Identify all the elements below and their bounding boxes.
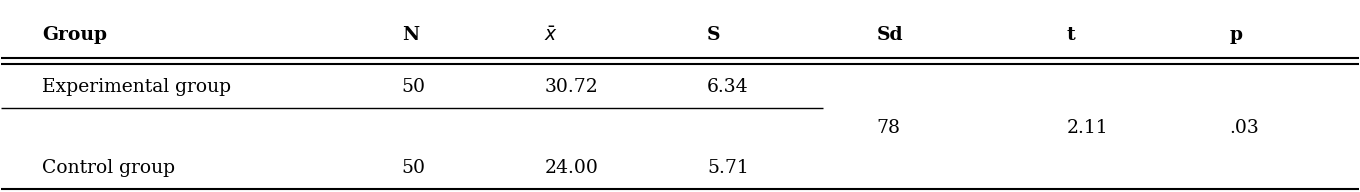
Text: N: N (401, 26, 419, 45)
Text: 50: 50 (401, 78, 426, 96)
Text: 50: 50 (401, 159, 426, 177)
Text: Control group: Control group (42, 159, 175, 177)
Text: S: S (707, 26, 721, 45)
Text: $\bar{x}$: $\bar{x}$ (544, 26, 558, 45)
Text: t: t (1066, 26, 1076, 45)
Text: 2.11: 2.11 (1066, 119, 1108, 137)
Text: 24.00: 24.00 (544, 159, 598, 177)
Text: Experimental group: Experimental group (42, 78, 231, 96)
Text: 78: 78 (877, 119, 900, 137)
Text: p: p (1229, 26, 1243, 45)
Text: Group: Group (42, 26, 107, 45)
Text: 6.34: 6.34 (707, 78, 749, 96)
Text: 5.71: 5.71 (707, 159, 749, 177)
Text: Sd: Sd (877, 26, 903, 45)
Text: 30.72: 30.72 (544, 78, 598, 96)
Text: .03: .03 (1229, 119, 1259, 137)
